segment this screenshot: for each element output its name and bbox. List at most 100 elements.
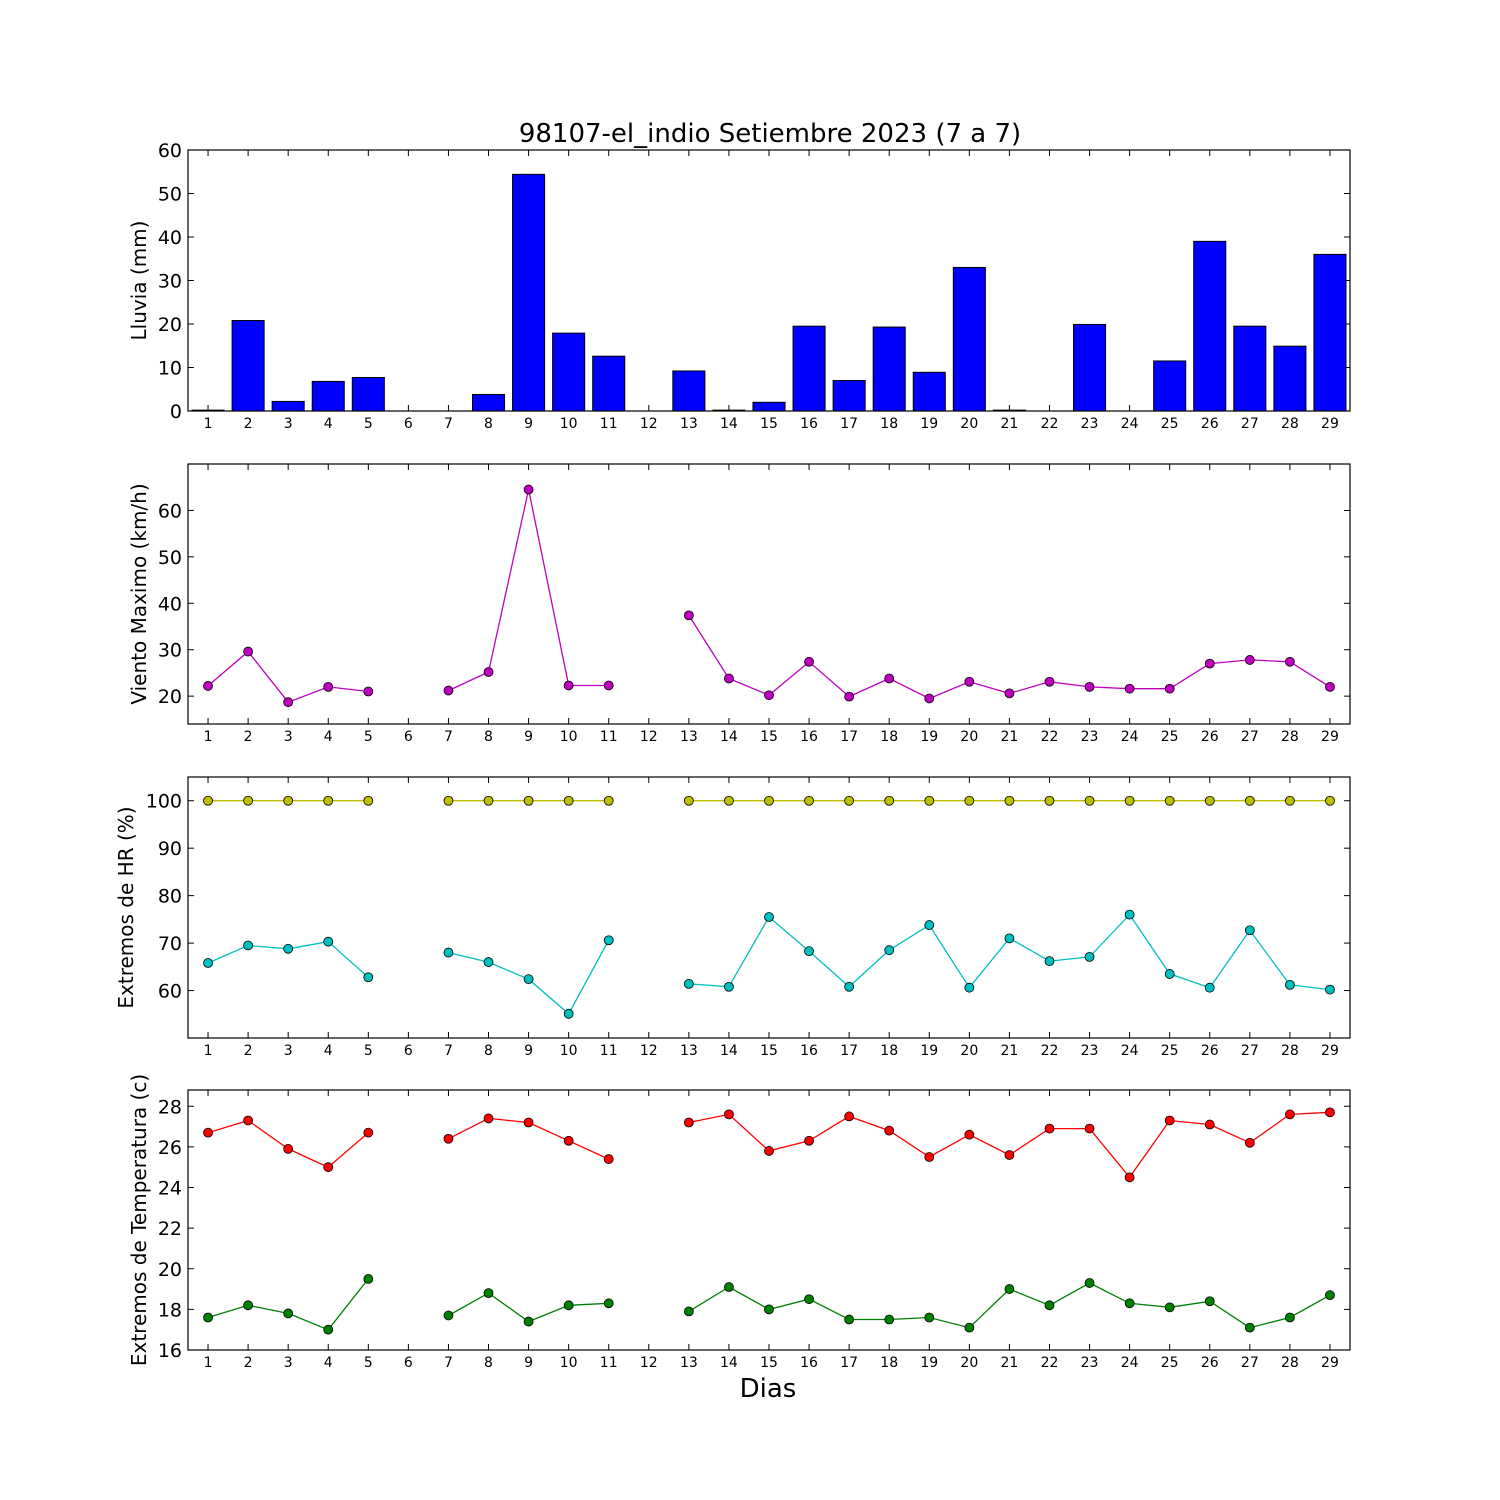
temperature-ytick-label: 28 bbox=[158, 1096, 182, 1118]
rain-xtick-label: 10 bbox=[560, 416, 578, 432]
humidity-xtick-label: 23 bbox=[1081, 1043, 1099, 1059]
wind-ytick-label: 20 bbox=[158, 686, 182, 708]
humidity-xtick-label: 19 bbox=[920, 1043, 938, 1059]
wind-xtick-label: 27 bbox=[1241, 729, 1259, 745]
wind-series-1-point bbox=[1244, 655, 1255, 665]
wind-xtick-label: 11 bbox=[600, 729, 618, 745]
humidity-series-1-point bbox=[1244, 795, 1255, 806]
wind-series-1-point bbox=[724, 673, 734, 684]
wind-xtick-label: 7 bbox=[444, 729, 453, 745]
rain-xtick-label: 27 bbox=[1241, 416, 1259, 432]
rain-bar bbox=[512, 173, 546, 412]
wind-xtick-label: 10 bbox=[560, 729, 578, 745]
wind-series-1-point bbox=[1084, 681, 1095, 692]
temperature-series-2-point bbox=[924, 1312, 935, 1323]
temperature-series-1-point bbox=[964, 1129, 975, 1140]
wind-xtick-label: 21 bbox=[1000, 729, 1018, 745]
wind-xtick-label: 28 bbox=[1281, 729, 1299, 745]
rain-ytick-label: 60 bbox=[158, 140, 182, 162]
temperature-xtick-label: 16 bbox=[800, 1355, 818, 1371]
wind-xtick-label: 23 bbox=[1081, 729, 1099, 745]
temperature-series-2-point bbox=[483, 1288, 494, 1299]
wind-series-1-point bbox=[1325, 681, 1335, 692]
temperature-xtick-label: 4 bbox=[324, 1355, 333, 1371]
temperature-series-1-point bbox=[1244, 1137, 1255, 1148]
rain-bar bbox=[552, 332, 586, 412]
humidity-series-2-point bbox=[1325, 984, 1335, 995]
temperature-xtick-label: 29 bbox=[1321, 1355, 1339, 1371]
humidity-xtick-label: 20 bbox=[960, 1043, 978, 1059]
temperature-series-1-point bbox=[1325, 1107, 1335, 1118]
rain-xtick-label: 22 bbox=[1041, 416, 1059, 432]
rain-bar bbox=[792, 325, 826, 412]
humidity-xtick-label: 3 bbox=[284, 1043, 293, 1059]
humidity-series-1-point bbox=[1004, 795, 1015, 806]
temperature-series-1-point bbox=[443, 1133, 454, 1144]
humidity-series-2-point bbox=[924, 920, 935, 930]
humidity-series-1-point bbox=[483, 795, 494, 806]
temperature-series-2-point bbox=[1124, 1298, 1135, 1309]
temperature-series-2-point bbox=[1284, 1312, 1295, 1323]
temperature-xtick-label: 6 bbox=[404, 1355, 413, 1371]
rain-xtick-label: 16 bbox=[800, 416, 818, 432]
rain-bar bbox=[271, 400, 305, 412]
humidity-xtick-label: 25 bbox=[1161, 1043, 1179, 1059]
wind-xtick-label: 6 bbox=[404, 729, 413, 745]
rain-xtick-label: 13 bbox=[680, 416, 698, 432]
wind-series-1-point bbox=[1204, 658, 1215, 669]
temperature-xtick-label: 3 bbox=[284, 1355, 293, 1371]
wind-xtick-label: 13 bbox=[680, 729, 698, 745]
humidity-series-1-point bbox=[884, 795, 895, 806]
temperature-series-1-point bbox=[363, 1127, 374, 1138]
rain-ytick-label: 50 bbox=[158, 184, 182, 206]
humidity-xtick-label: 8 bbox=[484, 1043, 493, 1059]
humidity-xtick-label: 17 bbox=[840, 1043, 858, 1059]
rain-bar bbox=[912, 371, 946, 412]
temperature-series-1-point bbox=[764, 1146, 774, 1156]
temperature-series-2-point bbox=[804, 1294, 814, 1305]
humidity-series-2-point bbox=[1244, 925, 1255, 936]
humidity-series-1-point bbox=[523, 795, 534, 806]
wind-xtick-label: 4 bbox=[324, 729, 333, 745]
temperature-xtick-label: 27 bbox=[1241, 1355, 1259, 1371]
humidity-series-2-point bbox=[1004, 933, 1015, 944]
rain-xtick-label: 23 bbox=[1081, 416, 1099, 432]
humidity-series-1-point bbox=[1284, 795, 1295, 806]
humidity-xtick-label: 24 bbox=[1121, 1043, 1139, 1059]
temperature-series-2-point bbox=[844, 1314, 855, 1325]
rain-xtick-label: 14 bbox=[720, 416, 738, 432]
humidity-series-1-point bbox=[924, 795, 935, 806]
temperature-series-1-point bbox=[1124, 1172, 1135, 1183]
wind-xtick-label: 15 bbox=[760, 729, 778, 745]
humidity-ytick-label: 60 bbox=[158, 981, 182, 1003]
temperature-series-1-point bbox=[603, 1154, 614, 1164]
humidity-xtick-label: 13 bbox=[680, 1043, 698, 1059]
rain-bar bbox=[592, 355, 626, 412]
wind-xtick-label: 3 bbox=[284, 729, 293, 745]
temperature-xtick-label: 25 bbox=[1161, 1355, 1179, 1371]
rain-xtick-label: 5 bbox=[364, 416, 373, 432]
humidity-series-2-point bbox=[563, 1008, 574, 1019]
wind-xtick-label: 1 bbox=[204, 729, 213, 745]
humidity-series-1-point bbox=[443, 795, 454, 806]
wind-xtick-label: 5 bbox=[364, 729, 373, 745]
wind-series-1-point bbox=[443, 685, 454, 696]
humidity-series-1-point bbox=[1044, 795, 1055, 806]
rain-bar bbox=[872, 326, 906, 412]
wind-series-1-point bbox=[844, 691, 855, 702]
humidity-y-axis-label: Extremos de HR (%) bbox=[114, 806, 138, 1008]
temperature-series-2-point bbox=[323, 1324, 334, 1335]
temperature-xtick-label: 7 bbox=[444, 1355, 453, 1371]
temperature-series-1-point bbox=[724, 1109, 734, 1120]
rain-xtick-label: 7 bbox=[444, 416, 453, 432]
wind-xtick-label: 8 bbox=[484, 729, 493, 745]
humidity-series-2-point bbox=[323, 936, 334, 947]
humidity-series-2-point bbox=[363, 972, 374, 983]
rain-xtick-label: 26 bbox=[1201, 416, 1219, 432]
wind-series-1-point bbox=[1164, 683, 1175, 694]
rain-ytick-label: 40 bbox=[158, 227, 182, 249]
humidity-series-1-point bbox=[724, 795, 734, 806]
humidity-series-2-point bbox=[764, 912, 774, 922]
